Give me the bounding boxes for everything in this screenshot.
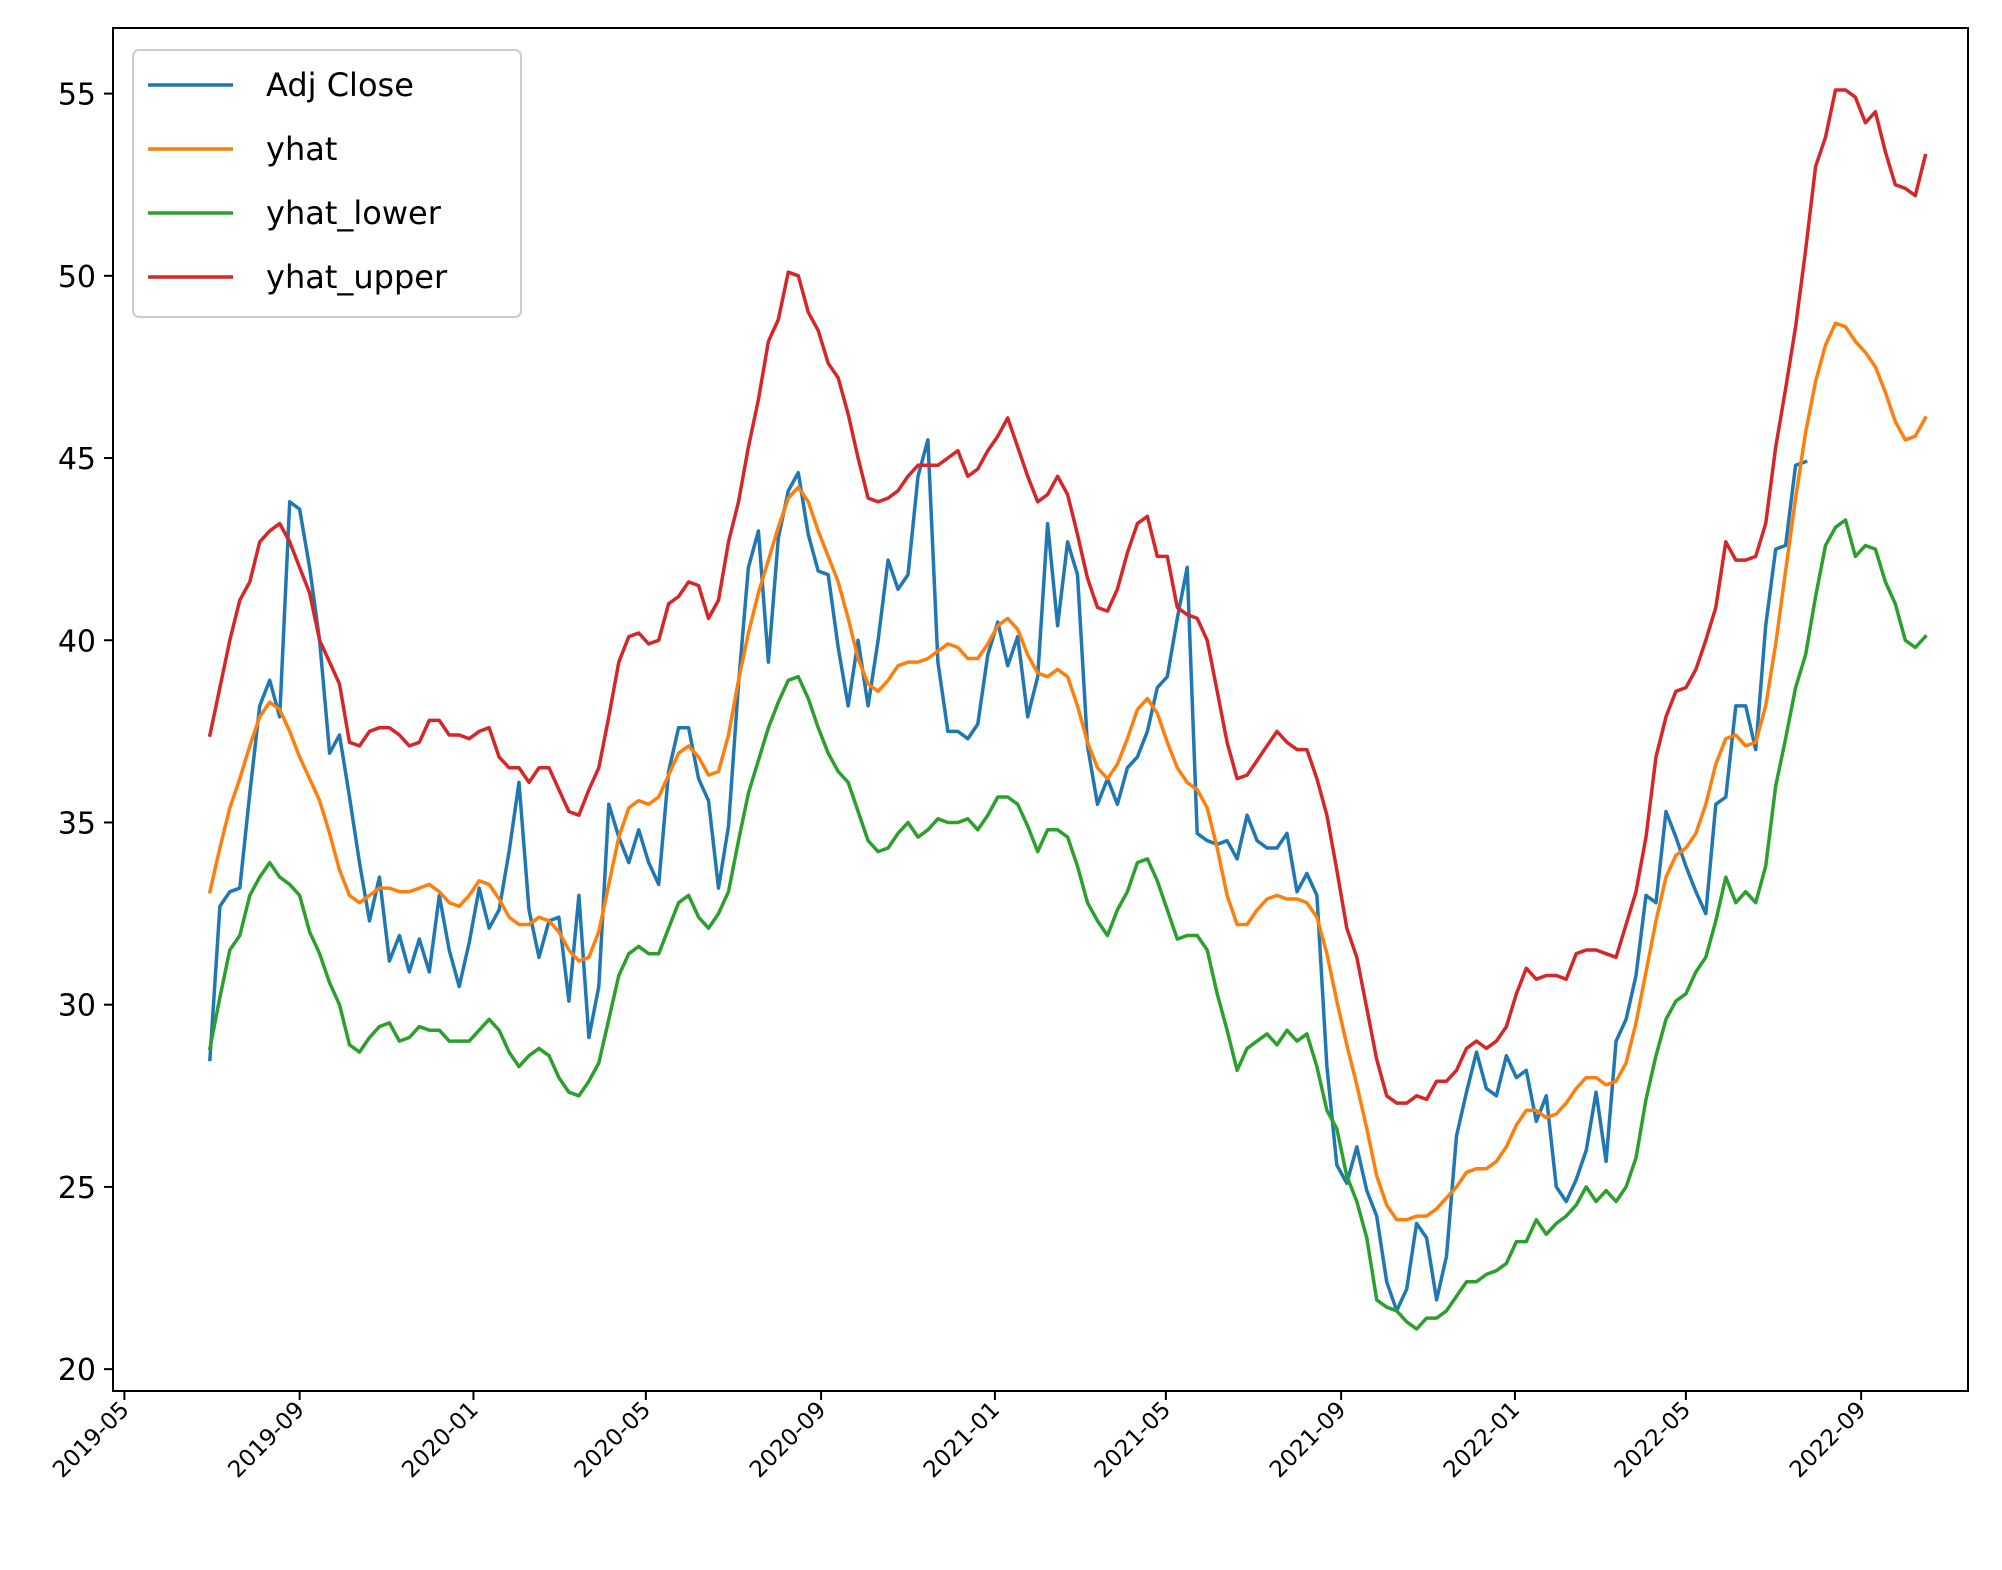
series-line-yhat	[207, 321, 1928, 1222]
y-tick-label: 25	[58, 1171, 96, 1206]
legend-label: Adj Close	[266, 66, 414, 104]
y-tick-label: 55	[58, 78, 96, 113]
y-axis: 20 25 30 35 40 45 50 55	[58, 78, 113, 1388]
plot-area-frame	[112, 27, 1969, 1392]
legend-box	[132, 49, 522, 318]
y-tick-label: 20	[58, 1353, 96, 1388]
legend-label: yhat	[266, 130, 337, 168]
legend-label: yhat_lower	[266, 194, 442, 232]
series-line-yhat-lower	[207, 518, 1928, 1331]
y-tick-label: 40	[58, 624, 96, 659]
y-tick-label: 50	[58, 260, 96, 295]
series-lines	[207, 88, 1928, 1331]
y-tick-label: 30	[58, 989, 96, 1024]
y-tick-label: 35	[58, 806, 96, 841]
y-tick-label: 45	[58, 442, 96, 477]
series-line-yhat-upper	[207, 88, 1928, 1105]
legend-label: yhat_upper	[266, 258, 448, 296]
legend: Adj Close yhat yhat_lower yhat_upper	[132, 49, 522, 318]
